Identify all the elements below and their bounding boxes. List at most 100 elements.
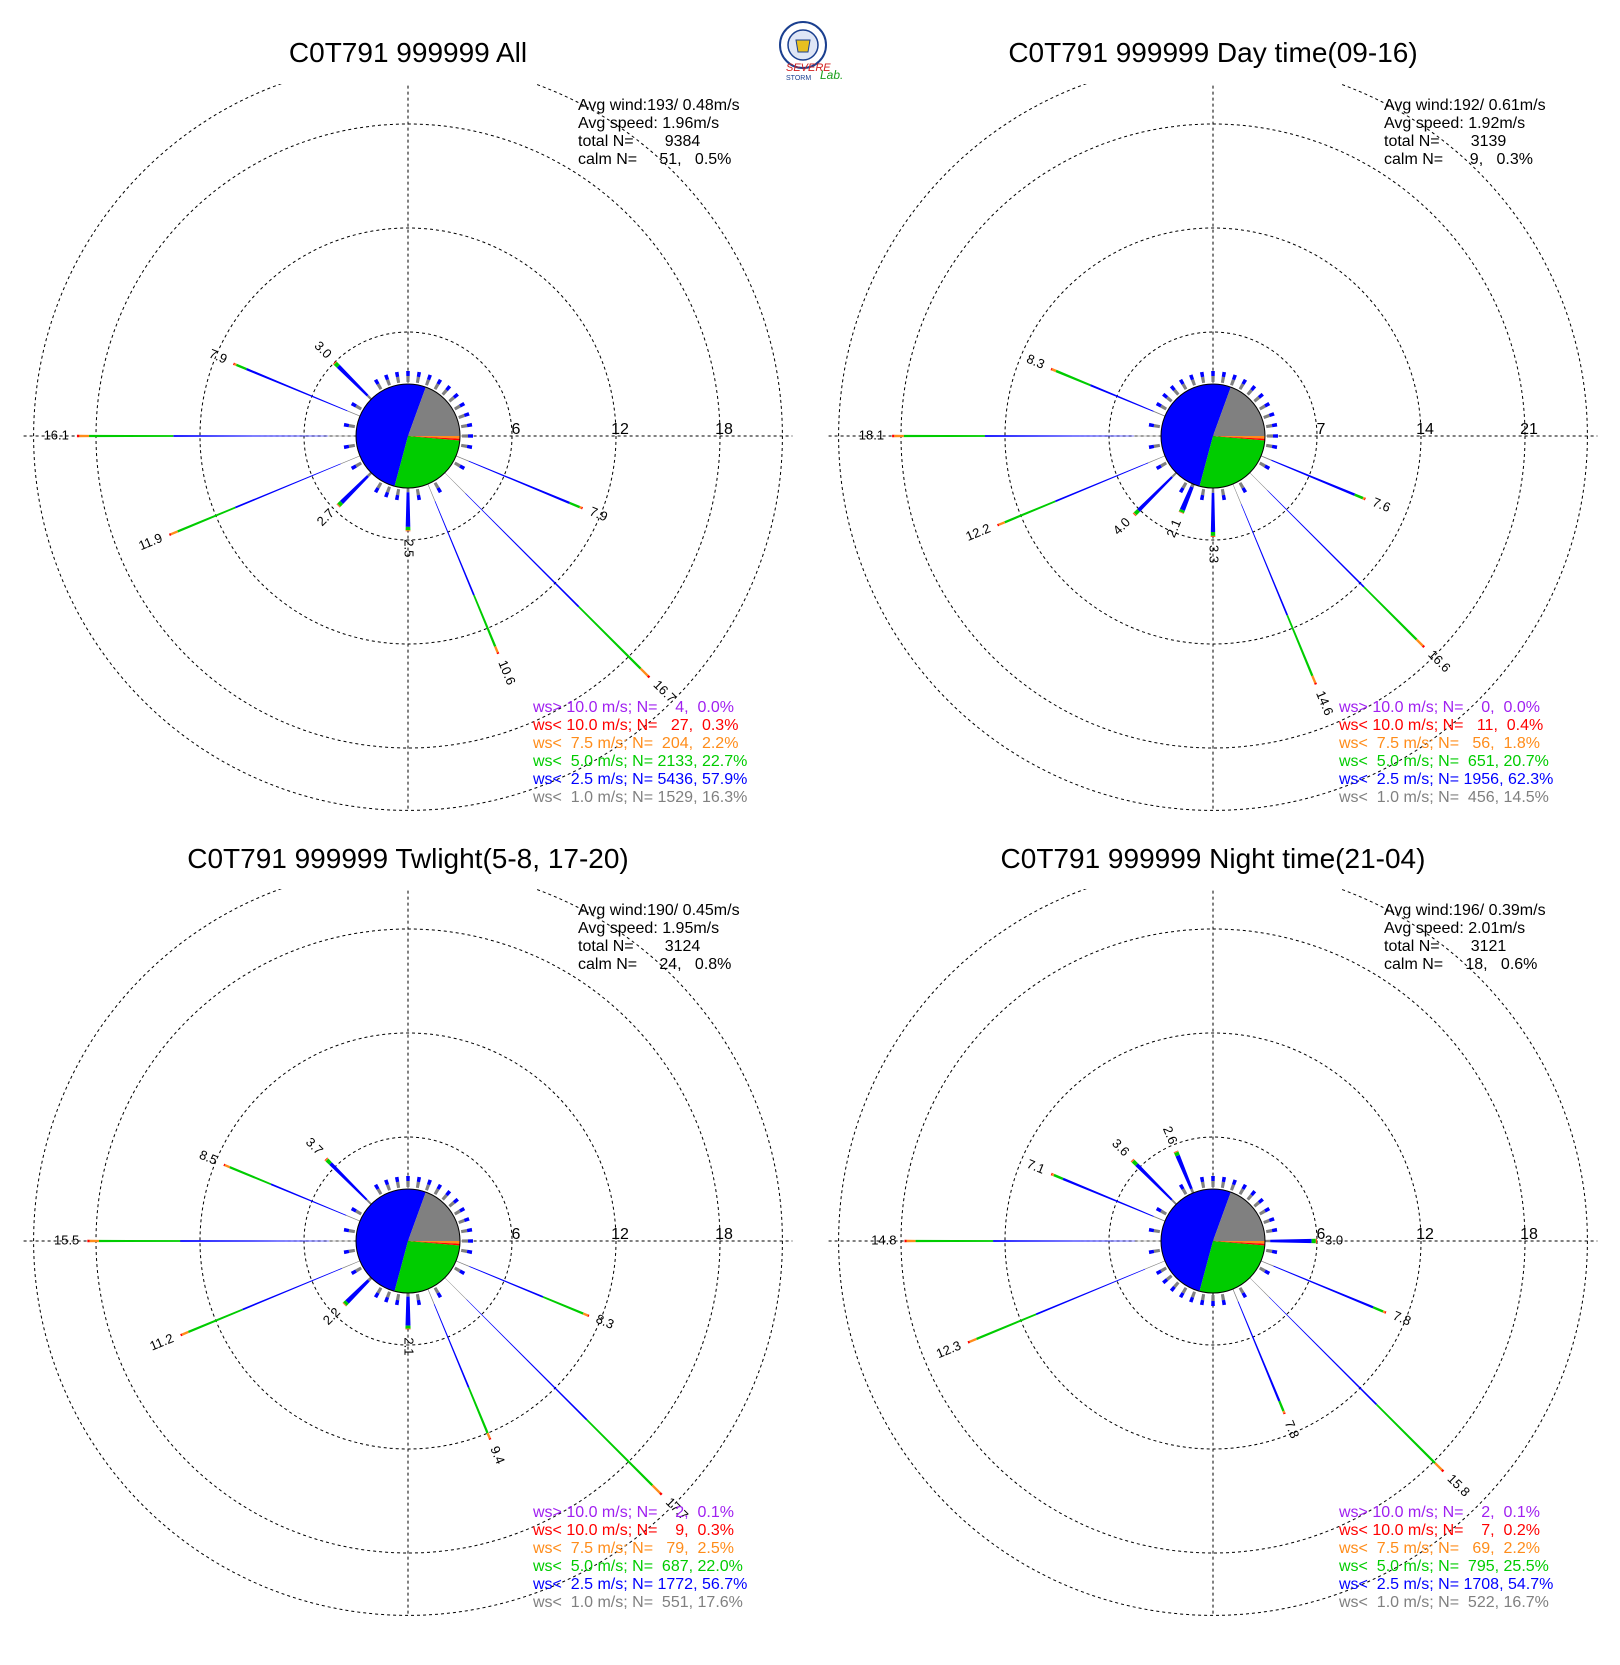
calm-pie: [1161, 1189, 1265, 1293]
spoke-label: 7.6: [1370, 494, 1392, 515]
spoke-segment: [406, 1297, 411, 1326]
tick-mark: [461, 1229, 467, 1233]
spoke-label: 15.5: [54, 1232, 79, 1247]
speed-legend: ws> 10.0 m/s; N= 2, 0.1%ws< 10.0 m/s; N=…: [1338, 1504, 1553, 1611]
legend-row-ws-lt-10: ws< 10.0 m/s; N= 7, 0.2%: [1338, 1522, 1540, 1539]
legend-row-ws-gt-10: ws> 10.0 m/s; N= 0, 0.0%: [1338, 699, 1540, 716]
spoke-segment: [346, 1215, 360, 1221]
legend-row-ws-lt-10: ws< 10.0 m/s; N= 9, 0.3%: [532, 1522, 734, 1539]
tick-mark: [1222, 1300, 1226, 1306]
panel-title: C0T791 999999 Twlight(5-8, 17-20): [187, 843, 629, 874]
speed-legend: ws> 10.0 m/s; N= 4, 0.0%ws< 10.0 m/s; N=…: [532, 699, 747, 806]
spoke-label: 7.1: [1025, 1156, 1047, 1177]
spoke-label: 2.1: [1163, 517, 1184, 539]
tick-mark: [1232, 374, 1237, 380]
legend-row-ws-lt-2-5: ws< 2.5 m/s; N= 5436, 57.9%: [532, 771, 747, 788]
spoke-segment: [1241, 504, 1288, 615]
tick-mark: [386, 379, 391, 386]
wind-spoke-0: 15.5: [54, 1232, 356, 1247]
wind-spoke-5: 8.3: [456, 1261, 616, 1332]
tick-mark: [1201, 377, 1205, 383]
spoke-segment: [229, 1166, 271, 1185]
spoke-segment: [1354, 493, 1363, 499]
spoke-segment: [1211, 493, 1215, 532]
spoke-label: 2.1: [402, 1337, 417, 1355]
wind-spoke-2: 12.2: [963, 456, 1165, 544]
tick-mark: [1149, 445, 1155, 449]
tick-mark: [468, 434, 473, 438]
spoke-label: 14.8: [871, 1232, 896, 1247]
spoke-label: 9.4: [487, 1444, 508, 1466]
spoke-label: 3.0: [311, 338, 334, 361]
spoke-segment: [1137, 476, 1173, 512]
spoke-segment: [473, 595, 496, 647]
ring-label-3: 18: [1520, 1226, 1538, 1243]
tick-mark: [427, 374, 432, 380]
tick-mark: [427, 1179, 432, 1185]
tick-mark: [396, 1182, 400, 1188]
spoke-segment: [1145, 1261, 1165, 1270]
spoke-segment: [1233, 1289, 1239, 1302]
spoke-segment: [329, 1241, 356, 1242]
wind-spoke-6: 17.7: [445, 1278, 692, 1523]
spoke-segment: [456, 1261, 470, 1267]
tick-mark: [416, 489, 420, 495]
spoke-label: 14.6: [1313, 689, 1337, 718]
tick-mark: [461, 444, 467, 448]
spoke-label: 8.3: [1024, 351, 1046, 372]
spoke-segment: [1250, 1278, 1270, 1298]
spoke-segment: [170, 530, 178, 535]
spoke-label: 10.6: [495, 658, 519, 687]
spoke-segment: [998, 521, 1005, 526]
wind-spoke-1: 8.3: [1024, 351, 1165, 416]
tick-mark: [462, 1239, 468, 1242]
spoke-segment: [188, 1309, 243, 1333]
tick-mark: [417, 1177, 421, 1183]
tick-mark: [467, 1250, 473, 1254]
wind-spoke-6: 7.8: [1261, 1261, 1413, 1329]
spoke-segment: [1265, 1240, 1270, 1242]
spoke-label: 12.3: [934, 1338, 963, 1362]
tick-mark: [1154, 444, 1160, 448]
tick-mark: [1230, 1184, 1235, 1191]
spoke-segment: [1062, 1178, 1153, 1217]
spoke-segment: [904, 435, 985, 437]
spoke-label: 7.8: [1282, 1418, 1303, 1440]
tick-mark: [1211, 376, 1214, 382]
wind-spoke-7: 10.6: [428, 484, 519, 687]
spoke-segment: [892, 435, 894, 437]
spoke-segment: [1176, 1155, 1193, 1190]
ring-label-2: 12: [611, 1226, 629, 1243]
spoke-segment: [465, 493, 579, 607]
wind-spoke-5: 7.6: [1261, 455, 1393, 515]
tick-mark: [417, 1300, 421, 1306]
tick-mark: [1149, 1250, 1155, 1254]
wind-spoke-0: 18.1: [859, 427, 1161, 442]
spoke-segment: [1134, 436, 1161, 437]
tick-mark: [464, 412, 470, 417]
spoke-segment: [90, 1240, 99, 1242]
stat-calm: calm N= 9, 0.3%: [1384, 151, 1533, 168]
tick-mark: [384, 1297, 389, 1303]
wind-spoke-1: 7.9: [207, 346, 360, 417]
spoke-segment: [1135, 1241, 1161, 1242]
tick-mark: [1200, 1300, 1204, 1306]
spoke-segment: [405, 1326, 410, 1329]
tick-mark: [349, 444, 355, 448]
spoke-segment: [583, 1313, 589, 1317]
spoke-label: 11.9: [136, 530, 164, 553]
ring-label-1: 6: [512, 421, 521, 438]
legend-row-ws-gt-10: ws> 10.0 m/s; N= 4, 0.0%: [532, 699, 734, 716]
ring-label-2: 12: [611, 421, 629, 438]
tick-mark: [344, 445, 350, 449]
tick-mark: [1201, 489, 1205, 495]
spoke-label: 8.5: [197, 1147, 219, 1168]
legend-row-ws-lt-7-5: ws< 7.5 m/s; N= 56, 1.8%: [1338, 735, 1540, 752]
legend-row-ws-lt-1: ws< 1.0 m/s; N= 522, 16.7%: [1338, 1594, 1549, 1611]
tick-mark: [384, 374, 389, 380]
spoke-segment: [1238, 1301, 1281, 1401]
tick-mark: [1201, 1294, 1205, 1300]
